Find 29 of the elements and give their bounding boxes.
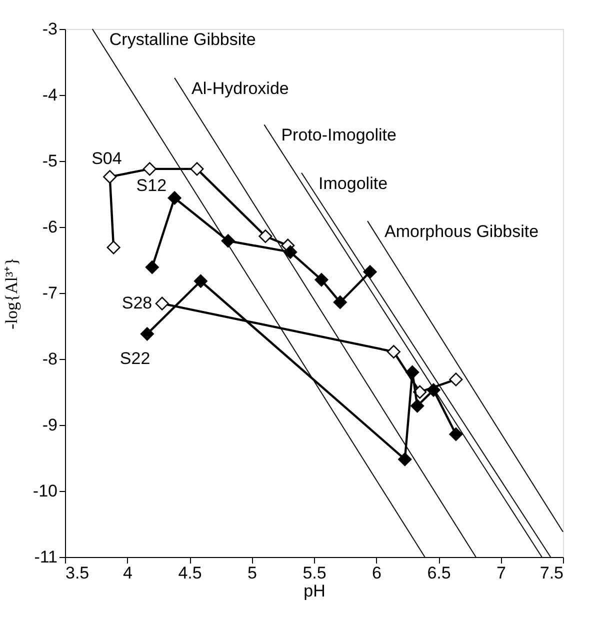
x-tick-label: 6.5 — [427, 564, 451, 582]
series-label: S12 — [136, 176, 167, 195]
x-axis-title: pH — [304, 582, 326, 600]
series-label: Crystalline Gibbsite — [109, 30, 256, 49]
series-label: Proto-Imogolite — [281, 126, 396, 145]
x-tick-label: 5 — [248, 564, 257, 582]
x-tick-label: 6 — [372, 564, 382, 582]
series-label: S22 — [120, 348, 150, 368]
y-axis-title: -log{Al³⁺} — [2, 258, 21, 330]
x-tick-label: 7 — [496, 564, 506, 582]
y-tick-label: -7 — [42, 284, 58, 302]
y-tick-label: -5 — [42, 152, 58, 170]
series-label: Amorphous Gibbsite — [384, 222, 539, 242]
x-tick-label: 4.5 — [178, 564, 202, 582]
series-label: Imogolite — [318, 174, 388, 193]
y-tick-label: -6 — [42, 218, 58, 236]
y-tick-label: -9 — [42, 416, 58, 434]
series-label: S28 — [122, 294, 152, 313]
y-tick-label: -8 — [42, 350, 58, 368]
series-label: S04 — [92, 148, 122, 168]
x-tick-label: 4 — [123, 564, 132, 582]
x-tick-label: 7.5 — [540, 564, 564, 582]
x-tick-label: 3.5 — [66, 564, 90, 582]
y-tick-label: -10 — [32, 482, 58, 500]
y-tick-label: -4 — [42, 86, 58, 104]
y-tick-label: -11 — [34, 548, 58, 566]
x-tick-label: 5.5 — [302, 564, 326, 582]
y-tick-label: -3 — [42, 20, 58, 38]
series-label: Al-Hydroxide — [192, 78, 289, 98]
